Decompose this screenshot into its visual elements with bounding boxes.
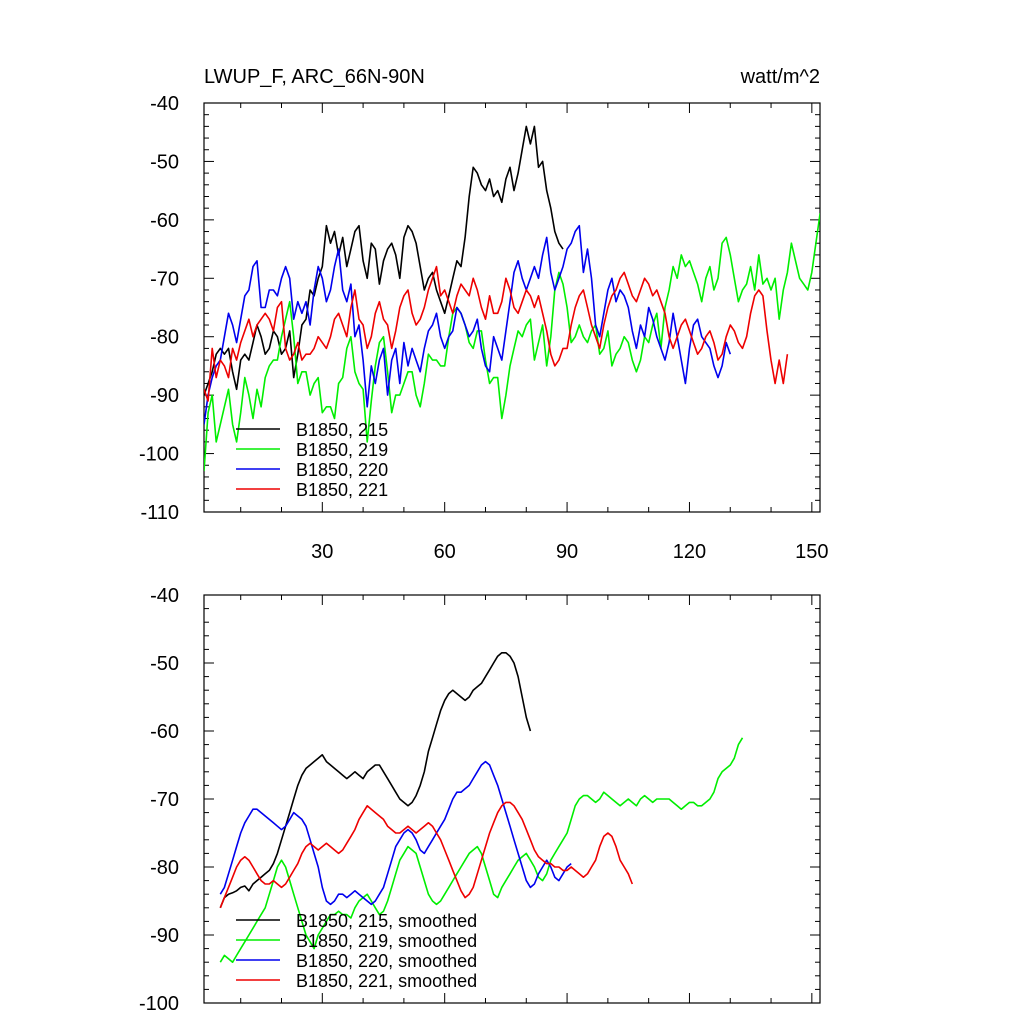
y-tick-label: -70 [150,268,179,290]
x-tick-label: 90 [556,541,578,563]
legend-label: B1850, 220, smoothed [296,951,477,971]
x-tick-label: 30 [311,541,333,563]
bottom-chart: -40 -50 -60 -70 -80 -90 -100 B1850, 215, smooth… [139,585,821,1015]
y-tick-label: -40 [150,585,179,607]
series-line-2 [219,760,572,906]
x-tick-label: 120 [673,541,706,563]
units-label: watt/m^2 [740,66,820,88]
y-tick-label: -60 [150,210,179,232]
legend-label: B1850, 221 [296,480,388,500]
y-tick-label: -110 [140,502,179,524]
legend-label: B1850, 219, smoothed [296,931,477,951]
chart-title: LWUP_F, ARC_66N-90N [204,66,425,88]
legend-label: B1850, 215 [296,420,388,440]
y-tick-label: -50 [150,151,179,173]
y-tick-label: -90 [150,385,179,407]
top-chart: -40 -50 -60 -70 -80 -90 -100 -110 30 60 90 120 150 B1… [139,93,829,563]
y-tick-label: -50 [150,653,179,675]
plot-frame [203,102,821,513]
legend-label: B1850, 221, smoothed [296,971,477,991]
y-tick-label: -90 [150,925,179,947]
series-line-3 [204,265,789,402]
x-tick-label: 60 [434,541,456,563]
series-line-1 [219,737,744,964]
x-tick-label: 150 [795,541,828,563]
y-tick-label: -80 [150,327,179,349]
legend-label: B1850, 220 [296,460,388,480]
series-line-0 [204,125,564,396]
y-tick-label: -60 [150,721,179,743]
series-line-3 [219,801,634,909]
legend-label: B1850, 215, smoothed [296,911,477,931]
y-tick-label: -70 [150,789,179,811]
y-tick-label: -80 [150,857,179,879]
legend-label: B1850, 219 [296,440,388,460]
y-tick-label: -100 [139,444,179,466]
series-line-2 [204,224,732,425]
y-tick-label: -100 [139,993,179,1015]
series-line-1 [204,213,820,472]
series-line-0 [219,651,532,909]
y-tick-label: -40 [150,93,179,115]
